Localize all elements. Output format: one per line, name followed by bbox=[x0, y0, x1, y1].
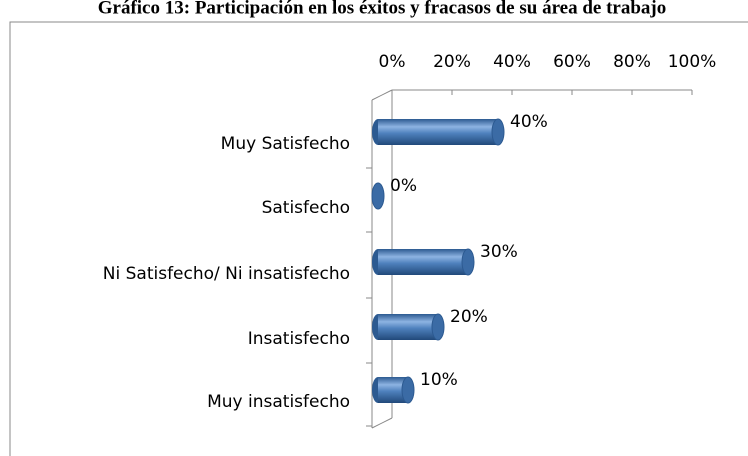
x-tick-label: 20% bbox=[433, 52, 471, 72]
y-tick-label: Insatisfecho bbox=[248, 329, 350, 349]
bar-cap bbox=[431, 313, 445, 341]
depth-edge bbox=[371, 417, 393, 429]
y-tick-label: Ni Satisfecho/ Ni insatisfecho bbox=[103, 264, 350, 284]
chart-frame bbox=[9, 21, 748, 456]
bar bbox=[378, 119, 498, 145]
x-tick-label: 40% bbox=[493, 52, 531, 72]
x-tick-label: 100% bbox=[668, 52, 717, 72]
value-label: 10% bbox=[420, 370, 458, 390]
x-tick-label: 0% bbox=[379, 52, 406, 72]
bar-cap bbox=[401, 376, 415, 404]
bar bbox=[378, 314, 438, 340]
bar-cap bbox=[371, 182, 385, 210]
value-label: 40% bbox=[510, 112, 548, 132]
depth-edge bbox=[371, 89, 393, 101]
bar bbox=[378, 249, 468, 275]
y-tick-label: Satisfecho bbox=[262, 198, 350, 218]
y-tick-label: Muy insatisfecho bbox=[207, 392, 350, 412]
value-label: 0% bbox=[390, 176, 417, 196]
value-label: 30% bbox=[480, 242, 518, 262]
chart-title: Gráfico 13: Participación en los éxitos … bbox=[98, 0, 667, 18]
bar-cap bbox=[491, 118, 505, 146]
y-tick-label: Muy Satisfecho bbox=[221, 134, 350, 154]
value-label: 20% bbox=[450, 307, 488, 327]
x-tick-label: 60% bbox=[553, 52, 591, 72]
x-tick-label: 80% bbox=[613, 52, 651, 72]
bar-cap bbox=[461, 248, 475, 276]
